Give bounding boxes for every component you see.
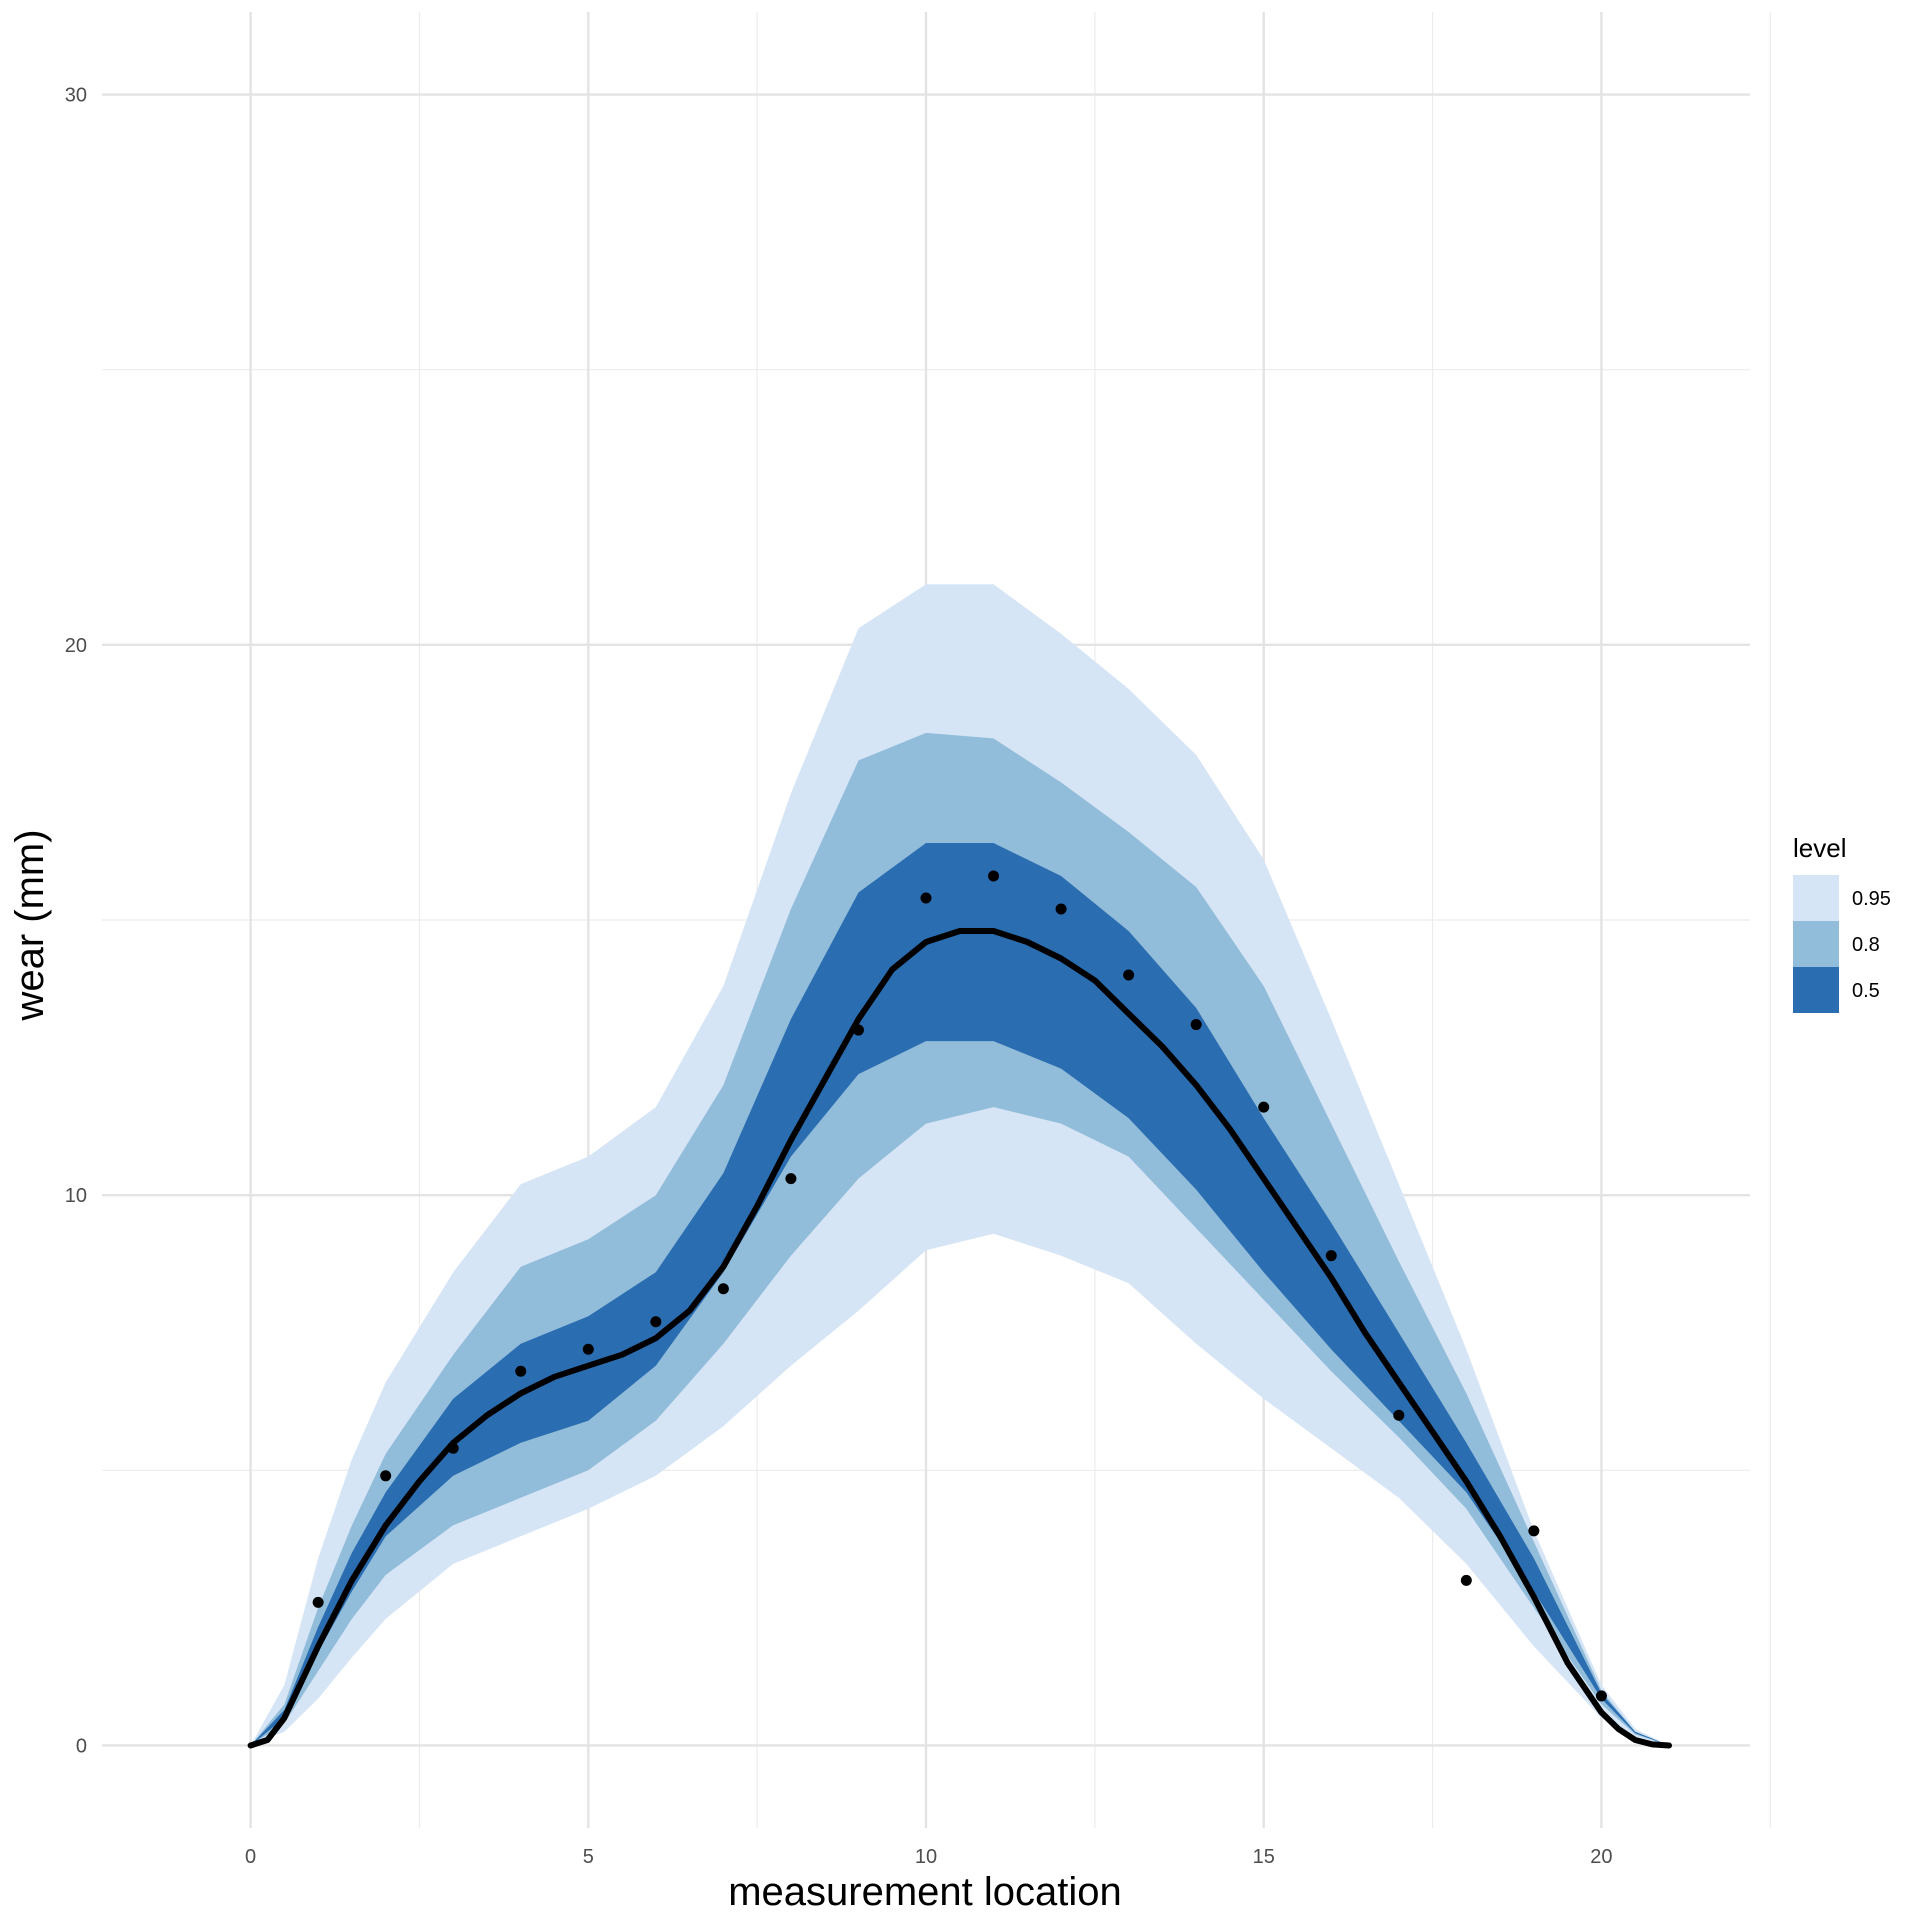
- data-point: [920, 892, 932, 904]
- x-tick-label: 10: [915, 1846, 937, 1868]
- y-tick-label: 0: [76, 1735, 87, 1757]
- x-tick-label: 15: [1253, 1846, 1275, 1868]
- data-point: [1325, 1250, 1337, 1262]
- data-point: [1190, 1019, 1202, 1031]
- x-tick-label: 5: [583, 1846, 594, 1868]
- y-tick-label: 30: [65, 85, 87, 107]
- x-axis-title: measurement location: [728, 1870, 1122, 1914]
- data-point: [582, 1343, 594, 1355]
- median-line-layer: [247, 928, 1672, 1749]
- x-tick-label: 20: [1590, 1846, 1612, 1868]
- y-tick-label: 20: [65, 635, 87, 657]
- data-point: [1595, 1690, 1607, 1702]
- legend-swatch: [1793, 967, 1839, 1013]
- data-point: [312, 1596, 324, 1608]
- band-50: [250, 843, 1670, 1746]
- data-point: [1055, 903, 1067, 915]
- points-layer: [312, 870, 1607, 1702]
- data-point: [785, 1173, 797, 1185]
- band-layer: [250, 584, 1670, 1746]
- x-tick-label: 0: [245, 1846, 256, 1868]
- legend-label: 0.5: [1852, 980, 1880, 1002]
- legend-title: level: [1793, 833, 1846, 863]
- y-axis-title: wear (mm): [8, 829, 52, 1021]
- median-line: [247, 928, 1672, 1749]
- data-point: [1393, 1409, 1405, 1421]
- data-point: [988, 870, 1000, 882]
- data-point: [650, 1316, 662, 1328]
- data-point: [1460, 1574, 1472, 1586]
- legend-label: 0.95: [1852, 888, 1891, 910]
- data-point: [717, 1283, 729, 1295]
- legend-swatch: [1793, 921, 1839, 967]
- legend-entries: 0.95 0.8 0.5: [1793, 875, 1891, 1013]
- legend-label: 0.8: [1852, 934, 1880, 956]
- data-point: [380, 1470, 392, 1482]
- data-point: [1258, 1101, 1270, 1113]
- data-point: [515, 1365, 527, 1377]
- data-point: [1123, 969, 1135, 981]
- data-point: [1528, 1525, 1540, 1537]
- data-point: [447, 1442, 459, 1454]
- tick-label-layer: 0 5 10 15 20 0 10 20 30: [65, 85, 1613, 1868]
- legend: level 0.95 0.8 0.5: [1793, 833, 1891, 1013]
- data-point: [852, 1024, 864, 1036]
- y-tick-label: 10: [65, 1185, 87, 1207]
- legend-swatch: [1793, 875, 1839, 921]
